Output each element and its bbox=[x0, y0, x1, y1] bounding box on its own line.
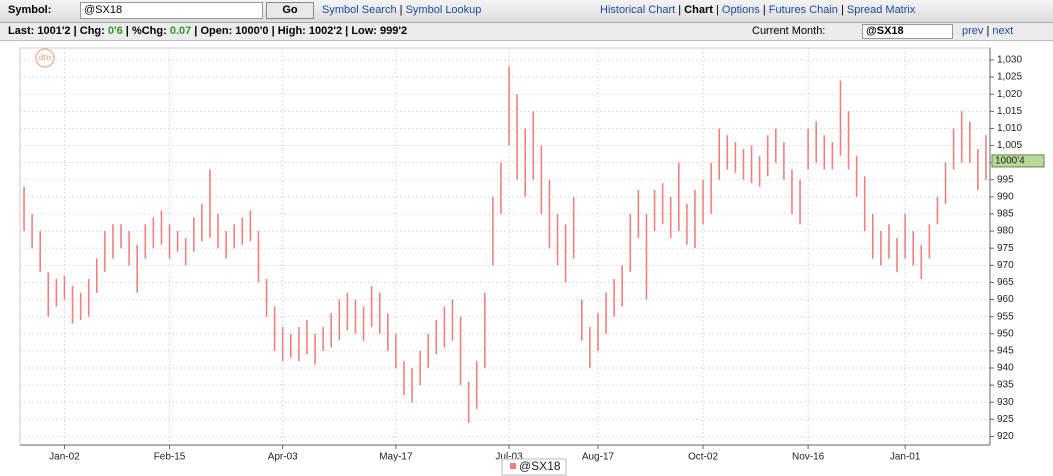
y-tick-label: 965 bbox=[997, 277, 1014, 288]
x-tick-label: Jan-02 bbox=[49, 452, 80, 463]
q-value: 0'6 bbox=[107, 25, 123, 37]
y-tick-label: 995 bbox=[997, 174, 1014, 185]
logo-ring bbox=[35, 48, 55, 68]
y-tick-label: 1,030 bbox=[997, 55, 1022, 66]
legend-swatch bbox=[510, 463, 516, 469]
last-price-label: 1000'4 bbox=[995, 156, 1025, 167]
y-tick-label: 1,015 bbox=[997, 106, 1022, 117]
nav-link[interactable]: Futures Chain bbox=[768, 4, 838, 16]
y-tick-label: 975 bbox=[997, 243, 1014, 254]
q-label: High: bbox=[277, 25, 306, 37]
x-tick-label: Feb-15 bbox=[154, 452, 186, 463]
prev-link[interactable]: prev bbox=[962, 25, 984, 37]
y-tick-label: 945 bbox=[997, 346, 1014, 357]
q-label: Last: bbox=[8, 25, 35, 37]
nav: Historical Chart | Chart | Options | Fut… bbox=[600, 4, 916, 16]
x-tick-label: Nov-16 bbox=[792, 452, 825, 463]
nav-link[interactable]: Options bbox=[721, 4, 760, 16]
y-tick-label: 970 bbox=[997, 260, 1014, 271]
q-label: Open: bbox=[200, 25, 233, 37]
x-tick-label: Aug-17 bbox=[582, 452, 615, 463]
x-tick-label: Apr-03 bbox=[268, 452, 298, 463]
chart: dtn 920 925 930 935 940 945 950 955 960 965 970 975… bbox=[19, 47, 1045, 476]
y-tick-label: 980 bbox=[997, 226, 1014, 237]
x-tick-label: Jul-03 bbox=[495, 452, 523, 463]
logo: dtn bbox=[39, 53, 52, 62]
next-link[interactable]: next bbox=[992, 25, 1014, 37]
link[interactable]: Symbol Lookup bbox=[405, 4, 482, 16]
y-tick-label: 950 bbox=[997, 328, 1014, 339]
y-tick-label: 935 bbox=[997, 380, 1014, 391]
x-tick-label: Jan-01 bbox=[890, 452, 921, 463]
y-tick-label: 930 bbox=[997, 397, 1014, 408]
y-tick-label: 1,025 bbox=[997, 72, 1022, 83]
y-tick-label: 920 bbox=[997, 431, 1014, 442]
legend-label: @SX18 bbox=[519, 459, 561, 473]
y-tick-label: 955 bbox=[997, 311, 1014, 322]
nav-link[interactable]: Historical Chart bbox=[600, 4, 676, 16]
legend-box bbox=[501, 458, 567, 476]
y-tick-label: 985 bbox=[997, 209, 1014, 220]
toolbar: Symbol: @SX18 Go Symbol Search | Symbol … bbox=[0, 0, 1053, 23]
y-tick-label: 925 bbox=[997, 414, 1014, 425]
y-tick-label: 990 bbox=[997, 192, 1014, 203]
nav-link[interactable]: Spread Matrix bbox=[846, 4, 916, 16]
quote-items: Last: 1001'2 | Chg: 0'6 | %Chg: 0.07 | O… bbox=[8, 25, 408, 37]
last-price-box bbox=[991, 154, 1045, 168]
y-tick-label: 960 bbox=[997, 294, 1014, 305]
y-tick-label: 940 bbox=[997, 363, 1014, 374]
link[interactable]: Symbol Search bbox=[322, 4, 397, 16]
q-label: %Chg: bbox=[131, 25, 167, 37]
x-tick-label: Oct-02 bbox=[688, 452, 718, 463]
q-value: 0.07 bbox=[169, 25, 192, 37]
month-label: Current Month: bbox=[752, 25, 826, 37]
y-tick-label: 1,005 bbox=[997, 140, 1022, 151]
q-value: 1001'2 bbox=[37, 25, 71, 37]
month-select[interactable]: @SX18 bbox=[862, 24, 953, 39]
x-tick-label: May-17 bbox=[379, 452, 413, 463]
q-value: 1000'0 bbox=[235, 25, 269, 37]
plot-frame bbox=[19, 47, 991, 446]
q-label: Low: bbox=[351, 25, 377, 37]
q-label: Chg: bbox=[79, 25, 105, 37]
quote-bar: Last: 1001'2 | Chg: 0'6 | %Chg: 0.07 | O… bbox=[0, 23, 1053, 41]
go-button[interactable]: Go bbox=[266, 2, 314, 19]
symbol-input[interactable]: @SX18 bbox=[80, 2, 263, 19]
y-tick-label: 1,010 bbox=[997, 123, 1022, 134]
q-value: 999'2 bbox=[380, 25, 408, 37]
nav-current: Chart bbox=[684, 4, 713, 16]
symbol-label: Symbol: bbox=[8, 4, 52, 16]
y-tick-label: 1,020 bbox=[997, 89, 1022, 100]
q-value: 1002'2 bbox=[308, 25, 343, 37]
links: Symbol Search | Symbol Lookup bbox=[322, 4, 482, 16]
